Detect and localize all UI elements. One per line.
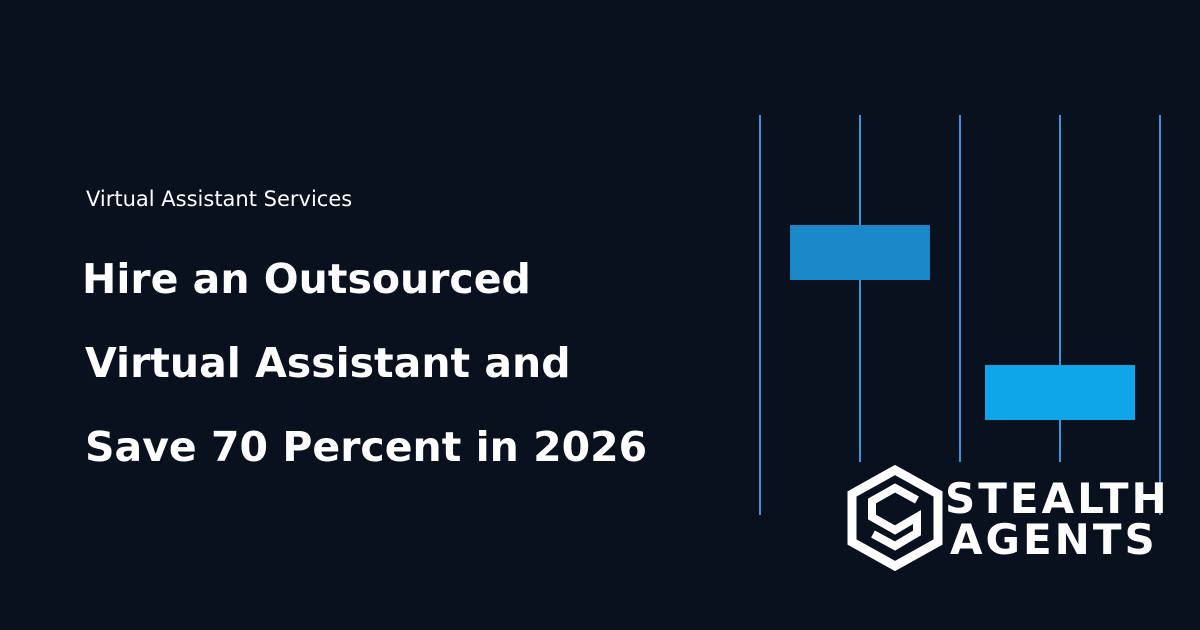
- logo: STEALTH AGENTS: [840, 462, 1170, 572]
- title-line: Hire an Outsourced: [82, 255, 531, 303]
- logo-mark: [868, 483, 921, 551]
- logo-text: AGENTS: [950, 515, 1158, 564]
- decor: [759, 115, 1161, 515]
- decor-bar: [790, 225, 930, 280]
- eyebrow: Virtual Assistant Services: [86, 187, 352, 211]
- logo-backdrop: [840, 462, 1140, 572]
- title-line: Save 70 Percent in 2026: [85, 423, 647, 471]
- logo-hexagon: [847, 464, 943, 572]
- title-line: Virtual Assistant and: [85, 339, 571, 387]
- logo-text: STEALTH: [945, 474, 1170, 523]
- decor-bar: [985, 365, 1135, 420]
